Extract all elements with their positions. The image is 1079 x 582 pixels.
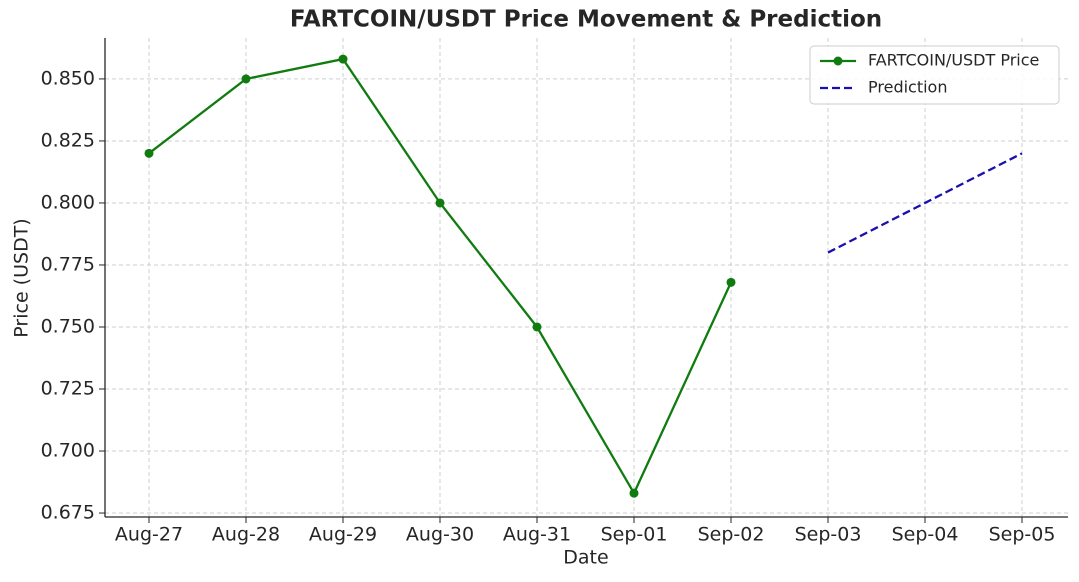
x-tick-label: Aug-28	[212, 524, 280, 546]
point	[435, 198, 445, 208]
point	[338, 54, 348, 64]
x-tick-label: Aug-29	[309, 524, 377, 546]
y-tick-label: 0.775	[41, 253, 95, 275]
x-tick-label: Sep-02	[698, 524, 765, 546]
y-tick-label: 0.725	[41, 378, 95, 400]
x-tick-label: Sep-01	[601, 524, 668, 546]
y-tick-label: 0.850	[41, 67, 95, 89]
x-tick-label: Sep-05	[989, 524, 1056, 546]
x-tick-label: Aug-30	[406, 524, 474, 546]
point	[532, 322, 542, 332]
y-tick-label: 0.700	[41, 440, 95, 462]
x-tick-label: Aug-31	[503, 524, 571, 546]
y-tick-label: 0.750	[41, 315, 95, 337]
x-tick-label: Sep-04	[892, 524, 959, 546]
point	[629, 488, 639, 498]
x-tick-label: Aug-27	[115, 524, 183, 546]
y-tick-label: 0.675	[41, 502, 95, 524]
y-tick-label: 0.800	[41, 191, 95, 213]
chart-title: FARTCOIN/USDT Price Movement & Predictio…	[290, 7, 882, 33]
point	[726, 277, 736, 287]
y-axis-label: Price (USDT)	[11, 218, 33, 337]
x-tick-label: Sep-03	[795, 524, 862, 546]
series-line	[827, 152, 1023, 254]
y-tick-label: 0.825	[41, 129, 95, 151]
legend-label: Prediction	[868, 78, 947, 97]
point	[144, 148, 154, 158]
x-axis-label: Date	[563, 547, 608, 569]
legend-box	[809, 45, 1060, 105]
legend-marker	[833, 56, 843, 66]
legend-label: FARTCOIN/USDT Price	[868, 51, 1039, 70]
point	[241, 74, 251, 84]
